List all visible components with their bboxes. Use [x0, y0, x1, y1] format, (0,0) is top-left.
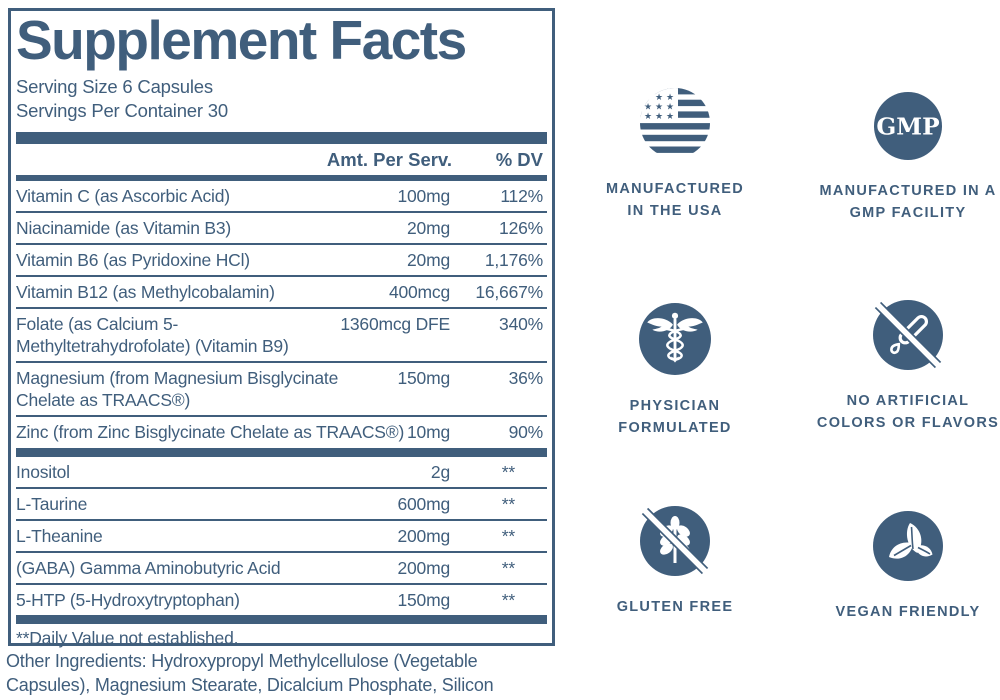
ingredient-dv: **	[501, 525, 515, 546]
ingredient-name: L-Theanine	[16, 525, 103, 546]
ingredient-amount: 150mg	[397, 368, 450, 389]
svg-text:★: ★	[666, 93, 674, 103]
panel-title: Supplement Facts	[16, 9, 467, 71]
badge-label-line: MANUFACTURED IN A	[819, 183, 997, 199]
badge-label: NO ARTIFICIAL COLORS OR FLAVORS	[797, 390, 1000, 435]
badge-label: GLUTEN FREE	[564, 596, 786, 618]
table-row: Vitamin C (as Ascorbic Acid) 100mg 112%	[16, 181, 547, 214]
ingredient-amount: 2g	[430, 461, 450, 482]
svg-text:★: ★	[644, 103, 652, 113]
divider-bar	[16, 447, 547, 457]
ingredient-amount: 1360mcg DFE	[340, 314, 450, 335]
no-artificial-icon	[873, 300, 943, 370]
caduceus-icon	[639, 303, 711, 375]
table-row: Folate (as Calcium 5-Methyltetrahydrofol…	[16, 309, 547, 364]
ingredient-amount: 100mg	[397, 186, 450, 207]
ingredient-amount: 200mg	[397, 525, 450, 546]
divider-bar	[16, 132, 547, 145]
table-row: Vitamin B6 (as Pyridoxine HCl) 20mg 1,17…	[16, 245, 547, 278]
svg-text:GMP: GMP	[876, 114, 939, 141]
table-row: Inositol 2g **	[16, 457, 547, 489]
ingredient-name: Inositol	[16, 461, 70, 482]
table-row: Vitamin B12 (as Methylcobalamin) 400mcg …	[16, 277, 547, 310]
badge-vegan-friendly: VEGAN FRIENDLY	[797, 511, 1000, 623]
ingredient-dv: **	[501, 589, 515, 610]
svg-text:★: ★	[655, 103, 663, 113]
ingredient-amount: 10mg	[407, 422, 450, 443]
ingredient-dv: 126%	[499, 218, 543, 239]
ingredient-dv: 340%	[499, 314, 543, 335]
table-row: Magnesium (from Magnesium Bisglycinate C…	[16, 363, 547, 418]
badge-made-in-usa: ★ ★ ★ ★ ★ ★ ★ ★ MANUFACTURED IN THE USA	[564, 88, 786, 223]
ingredient-dv: 16,667%	[475, 282, 543, 303]
svg-text:★: ★	[655, 112, 663, 122]
ingredient-amount: 150mg	[397, 589, 450, 610]
ingredient-name: Vitamin B12 (as Methylcobalamin)	[16, 282, 275, 303]
ingredient-dv: **	[501, 557, 515, 578]
gluten-free-icon	[640, 506, 710, 576]
badge-label-line: COLORS OR FLAVORS	[816, 415, 1000, 432]
table-row: L-Taurine 600mg **	[16, 489, 547, 521]
table-row: L-Theanine 200mg **	[16, 521, 547, 553]
ingredient-dv: 112%	[500, 186, 543, 207]
usa-flag-icon: ★ ★ ★ ★ ★ ★ ★ ★	[640, 88, 710, 153]
serving-size: Serving Size 6 Capsules	[16, 76, 213, 97]
divider-bar	[16, 614, 547, 624]
ingredient-dv: 1,176%	[484, 250, 543, 271]
svg-text:★: ★	[644, 112, 652, 122]
other-ingredients: Other Ingredients: Hydroxypropyl Methylc…	[6, 651, 494, 700]
column-header-dv: % DV	[495, 149, 543, 171]
badge-label: MANUFACTURED IN THE USA	[564, 178, 786, 223]
supplement-facts-panel: Supplement Facts Serving Size 6 Capsules…	[8, 8, 555, 648]
table-row: (GABA) Gamma Aminobutyric Acid 200mg **	[16, 553, 547, 585]
badge-label-line: GMP FACILITY	[849, 205, 967, 222]
badge-label-line: IN THE USA	[627, 203, 723, 220]
ingredient-name: 5-HTP (5-Hydroxytryptophan)	[16, 589, 240, 610]
ingredient-amount: 200mg	[397, 557, 450, 578]
badge-label-line: PHYSICIAN	[629, 398, 721, 414]
servings-per-container: Servings Per Container 30	[16, 100, 228, 122]
badge-label: MANUFACTURED IN A GMP FACILITY	[797, 180, 1000, 225]
svg-text:★: ★	[655, 93, 663, 103]
column-header-amount: Amt. Per Serv.	[326, 149, 452, 171]
table-row: Zinc (from Zinc Bisglycinate Chelate as …	[16, 417, 547, 447]
badge-gmp-facility: GMP MANUFACTURED IN A GMP FACILITY	[797, 92, 1000, 225]
ingredient-name: Folate (as Calcium 5-Methyltetrahydrofol…	[16, 314, 289, 357]
ingredient-amount: 20mg	[407, 250, 450, 271]
divider-bar	[16, 175, 547, 182]
table-row: Niacinamide (as Vitamin B3) 20mg 126%	[16, 213, 547, 246]
ingredient-name: Magnesium (from Magnesium Bisglycinate C…	[16, 368, 339, 411]
ingredient-dv: 90%	[508, 422, 544, 443]
ingredient-name: Vitamin C (as Ascorbic Acid)	[16, 186, 230, 207]
daily-value-footnote: **Daily Value not established.	[16, 627, 239, 648]
svg-text:★: ★	[666, 103, 674, 113]
badge-label-line: FORMULATED	[618, 420, 732, 437]
svg-text:★: ★	[666, 112, 674, 122]
table-header: Amt. Per Serv. % DV	[16, 144, 547, 175]
ingredient-dv: 36%	[508, 368, 544, 389]
ingredient-name: Niacinamide (as Vitamin B3)	[16, 218, 232, 239]
ingredient-name: (GABA) Gamma Aminobutyric Acid	[16, 557, 281, 578]
badge-label: PHYSICIAN FORMULATED	[564, 395, 786, 440]
ingredient-amount: 400mcg	[388, 282, 450, 303]
ingredient-dv: **	[501, 461, 515, 482]
badge-label-line: GLUTEN FREE	[616, 599, 734, 615]
ingredient-name: Zinc (from Zinc Bisglycinate Chelate as …	[16, 422, 405, 443]
ingredient-name: L-Taurine	[16, 493, 88, 514]
badge-label-line: VEGAN FRIENDLY	[835, 604, 981, 620]
ingredient-amount: 20mg	[407, 218, 450, 239]
badge-no-artificial: NO ARTIFICIAL COLORS OR FLAVORS	[797, 300, 1000, 435]
ingredient-name: Vitamin B6 (as Pyridoxine HCl)	[16, 250, 250, 271]
ingredient-dv: **	[501, 493, 515, 514]
badge-gluten-free: GLUTEN FREE	[564, 506, 786, 618]
ingredient-amount: 600mg	[397, 493, 450, 514]
table-row: 5-HTP (5-Hydroxytryptophan) 150mg **	[16, 585, 547, 615]
badge-label-line: NO ARTIFICIAL	[846, 393, 970, 409]
badge-physician-formulated: PHYSICIAN FORMULATED	[564, 303, 786, 440]
badge-label-line: MANUFACTURED	[605, 181, 745, 197]
gmp-icon: GMP	[874, 92, 942, 160]
vegan-leaf-icon	[873, 511, 943, 581]
badge-label: VEGAN FRIENDLY	[797, 601, 1000, 623]
